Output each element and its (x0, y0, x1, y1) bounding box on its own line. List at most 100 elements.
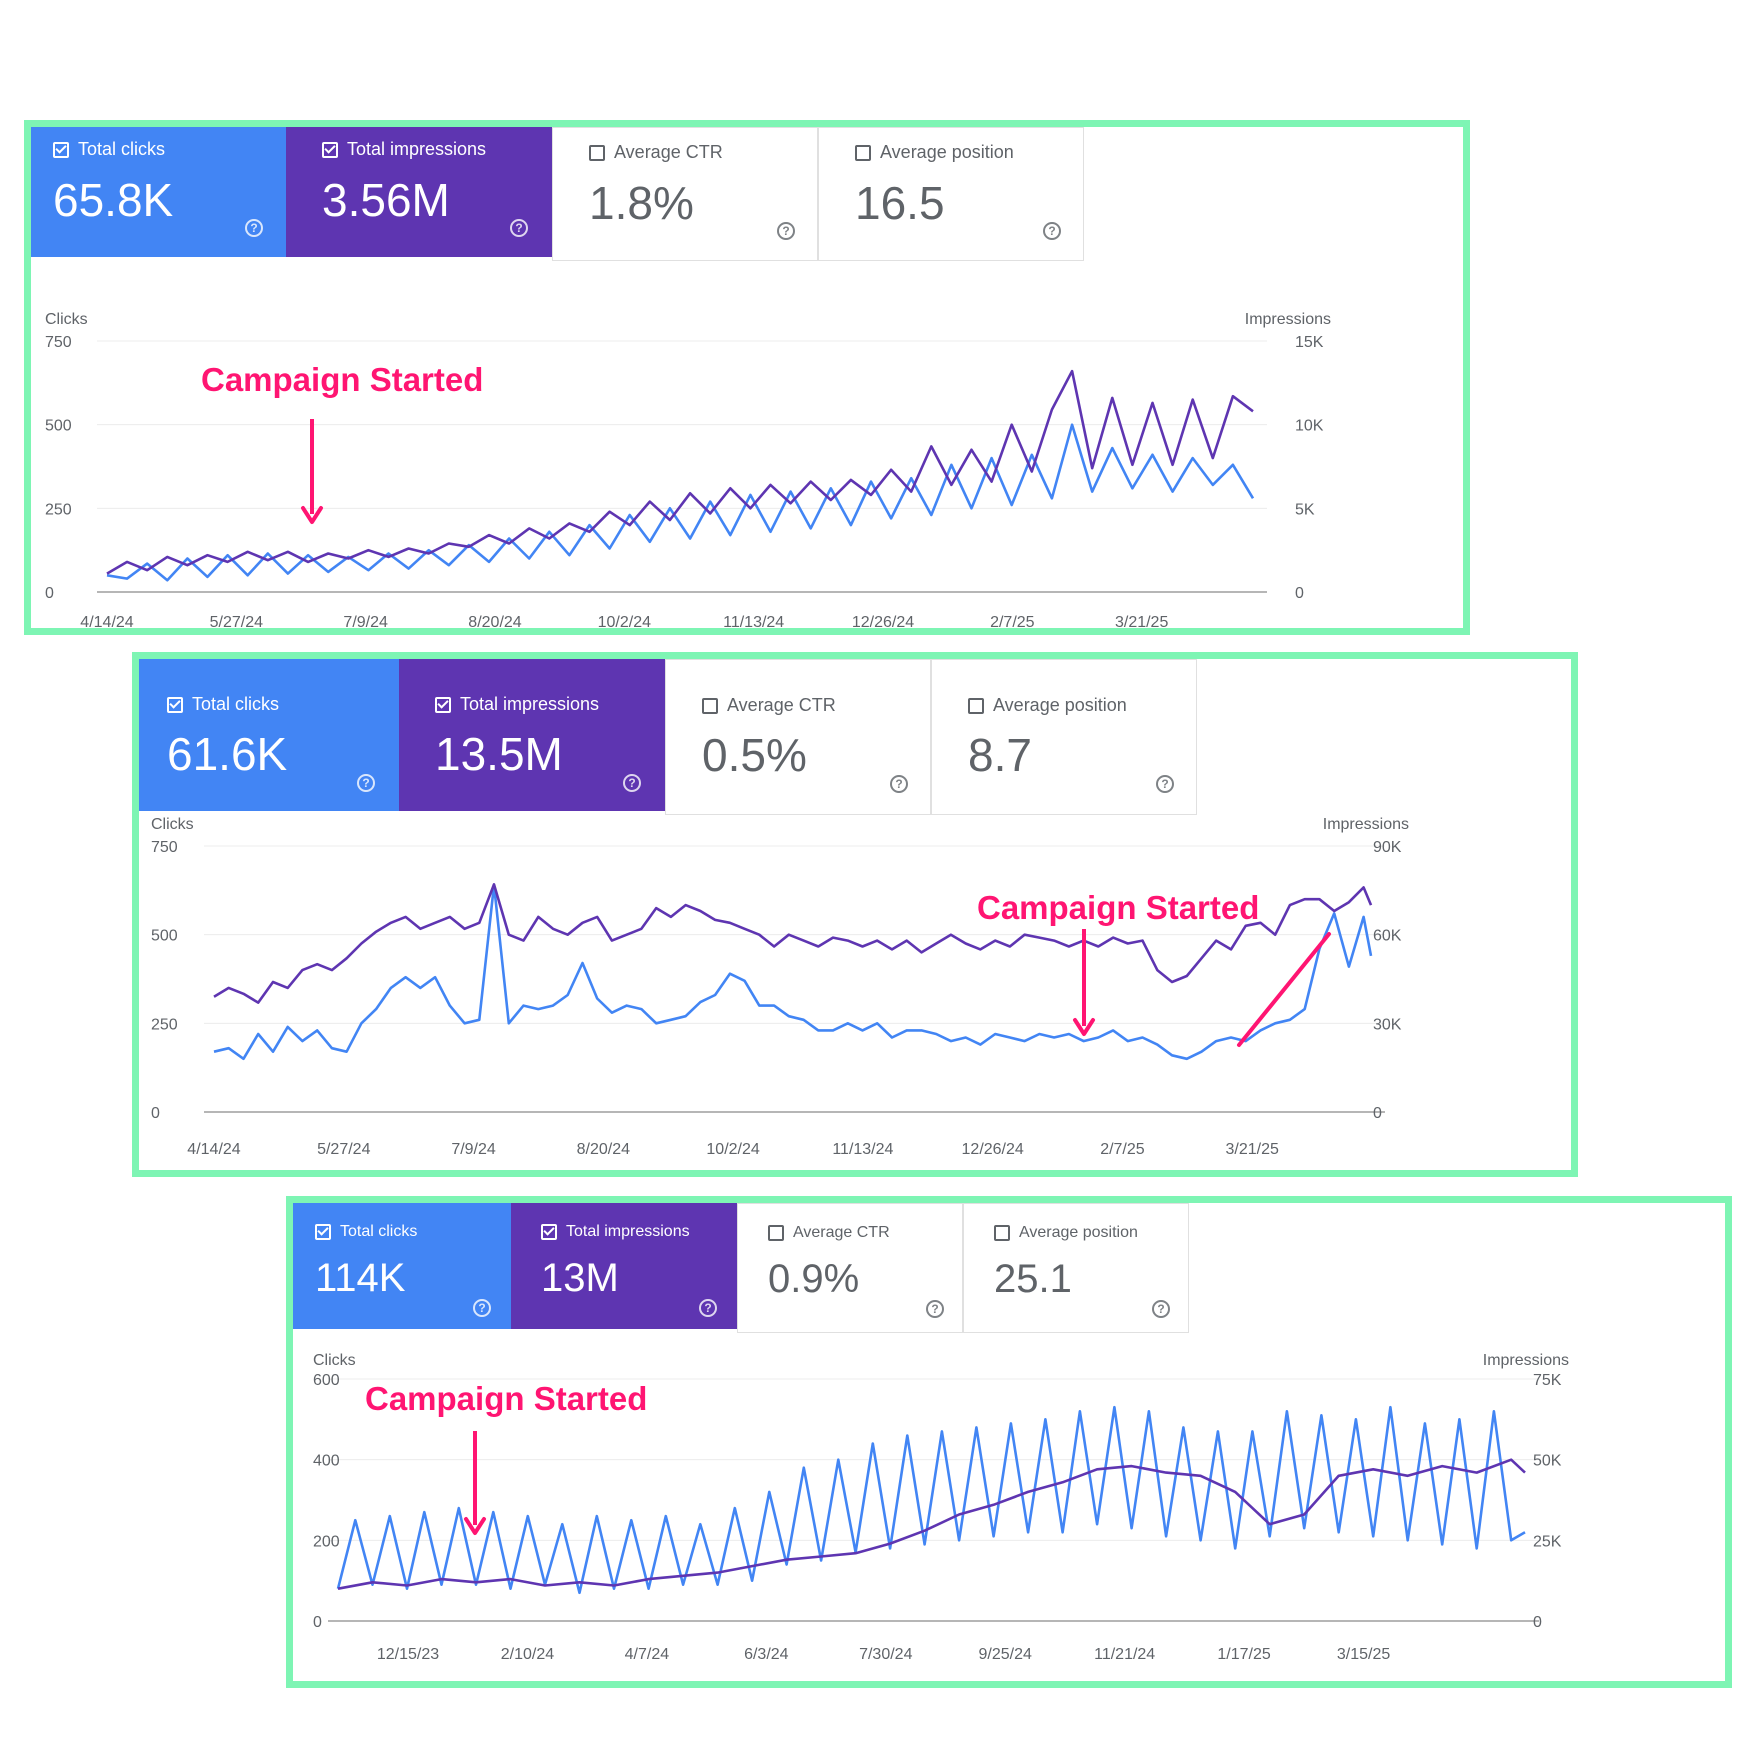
metric-value: 8.7 (968, 729, 1032, 781)
metric-label: Average position (993, 695, 1127, 715)
y-tick-label-left: 500 (151, 928, 178, 945)
checkbox-unchecked-icon[interactable] (855, 144, 871, 161)
metric-label: Average CTR (793, 1224, 890, 1241)
metric-value: 25.1 (994, 1257, 1072, 1301)
metric-value: 1.8% (589, 177, 694, 229)
checkbox-checked-icon[interactable] (322, 141, 338, 158)
y-tick-label-left: 600 (313, 1372, 340, 1389)
metric-value: 13M (541, 1256, 619, 1300)
y-tick-label-left: 250 (45, 501, 72, 518)
y-tick-label-right: 30K (1373, 1016, 1402, 1033)
checkbox-checked-icon[interactable] (53, 141, 69, 158)
help-icon[interactable]: ? (357, 774, 375, 792)
y-tick-label-left: 200 (313, 1533, 340, 1550)
metric-card-total-clicks[interactable]: Total clicks 61.6K ? (139, 659, 399, 811)
x-tick-label: 1/17/25 (1217, 1646, 1270, 1663)
checkbox-unchecked-icon[interactable] (589, 144, 605, 161)
help-icon[interactable]: ? (1043, 222, 1061, 240)
campaign-annotation-label: Campaign Started (201, 361, 484, 398)
help-icon[interactable]: ? (245, 219, 263, 237)
x-tick-label: 3/15/25 (1337, 1646, 1390, 1663)
x-tick-label: 4/7/24 (625, 1646, 670, 1663)
metric-value: 0.5% (702, 729, 807, 781)
y-tick-label-right: 60K (1373, 928, 1402, 945)
help-icon[interactable]: ? (699, 1299, 717, 1317)
checkbox-unchecked-icon[interactable] (702, 697, 718, 714)
help-icon[interactable]: ? (1152, 1300, 1170, 1318)
series-line-impressions (337, 1458, 1526, 1590)
x-tick-label: 12/15/23 (377, 1646, 439, 1663)
metric-card-average-position[interactable]: Average position 16.5 ? (818, 127, 1084, 261)
metric-card-average-ctr[interactable]: Average CTR 1.8% ? (552, 127, 818, 261)
x-tick-label: 2/7/25 (990, 614, 1035, 631)
checkbox-unchecked-icon[interactable] (968, 697, 984, 714)
metric-label: Average CTR (614, 142, 723, 162)
series-line-clicks (106, 423, 1255, 582)
checkbox-checked-icon[interactable] (541, 1224, 557, 1240)
clicks-impressions-chart-2: 0 0 250 30K 500 60K 750 90K Clicks Impressions 4/1… (151, 816, 1409, 1158)
metric-card-average-ctr[interactable]: Average CTR 0.9% ? (737, 1203, 963, 1333)
metric-label: Average position (880, 142, 1014, 162)
help-icon[interactable]: ? (1156, 775, 1174, 793)
x-tick-label: 7/9/24 (451, 1141, 496, 1158)
checkbox-checked-icon[interactable] (315, 1224, 331, 1240)
series-line-clicks (336, 1405, 1526, 1595)
help-icon[interactable]: ? (510, 219, 528, 237)
y-axis-title-impressions: Impressions (1323, 816, 1409, 833)
y-axis-title-impressions: Impressions (1483, 1352, 1569, 1369)
y-tick-label-right: 0 (1533, 1614, 1542, 1631)
y-tick-label-left: 750 (45, 334, 72, 351)
checkbox-unchecked-icon[interactable] (768, 1225, 784, 1241)
metric-value: 13.5M (435, 728, 563, 780)
metric-value: 3.56M (322, 174, 450, 226)
metric-card-average-ctr[interactable]: Average CTR 0.5% ? (665, 659, 931, 815)
metric-card-average-position[interactable]: Average position 8.7 ? (931, 659, 1197, 815)
x-tick-label: 2/10/24 (501, 1646, 554, 1663)
x-tick-label: 4/14/24 (187, 1141, 240, 1158)
metric-label: Total impressions (566, 1223, 690, 1240)
help-icon[interactable]: ? (473, 1299, 491, 1317)
x-tick-label: 12/26/24 (962, 1141, 1024, 1158)
y-tick-label-left: 0 (151, 1105, 160, 1122)
y-tick-label-left: 500 (45, 418, 72, 435)
checkbox-unchecked-icon[interactable] (994, 1225, 1010, 1241)
checkbox-checked-icon[interactable] (167, 696, 183, 713)
x-tick-label: 6/3/24 (744, 1646, 789, 1663)
y-axis-title-clicks: Clicks (45, 311, 88, 328)
annotation-arrow-head (464, 1517, 486, 1535)
x-tick-label: 12/26/24 (852, 614, 914, 631)
annotation-arrow-head (1073, 1018, 1095, 1036)
metric-card-total-impressions[interactable]: Total impressions 13.5M ? (399, 659, 665, 811)
x-tick-label: 3/21/25 (1226, 1141, 1279, 1158)
y-tick-label-left: 0 (313, 1614, 322, 1631)
metric-card-average-position[interactable]: Average position 25.1 ? (963, 1203, 1189, 1333)
help-icon[interactable]: ? (890, 775, 908, 793)
y-tick-label-left: 750 (151, 839, 178, 856)
x-tick-label: 8/20/24 (577, 1141, 630, 1158)
help-icon[interactable]: ? (926, 1300, 944, 1318)
x-tick-label: 3/21/25 (1115, 614, 1168, 631)
metric-card-total-clicks[interactable]: Total clicks 114K ? (293, 1203, 511, 1329)
x-tick-label: 5/27/24 (317, 1141, 370, 1158)
metric-card-total-impressions[interactable]: Total impressions 3.56M ? (286, 127, 552, 257)
x-tick-label: 7/9/24 (343, 614, 388, 631)
x-tick-label: 10/2/24 (706, 1141, 759, 1158)
y-tick-label-right: 0 (1295, 585, 1304, 602)
metric-label: Total impressions (460, 694, 600, 714)
metric-card-total-clicks[interactable]: Total clicks 65.8K ? (31, 127, 286, 257)
metric-card-total-impressions[interactable]: Total impressions 13M ? (511, 1203, 737, 1329)
help-icon[interactable]: ? (777, 222, 795, 240)
metric-value: 16.5 (855, 177, 945, 229)
clicks-impressions-chart-3: 0 0 200 25K 400 50K 600 75K Clicks Impressions 12/… (313, 1352, 1569, 1663)
performance-panel-2: Total clicks 61.6K ? Total impressions 1… (132, 652, 1578, 1177)
y-axis-title-clicks: Clicks (151, 816, 194, 833)
x-tick-label: 10/2/24 (598, 614, 651, 631)
metric-label: Total clicks (78, 139, 166, 159)
x-tick-label: 2/7/25 (1100, 1141, 1145, 1158)
x-tick-label: 11/13/24 (832, 1141, 893, 1158)
y-tick-label-right: 50K (1533, 1453, 1562, 1470)
help-icon[interactable]: ? (623, 774, 641, 792)
campaign-annotation-label: Campaign Started (365, 1380, 648, 1417)
checkbox-checked-icon[interactable] (435, 696, 451, 713)
metric-value: 65.8K (53, 174, 174, 226)
